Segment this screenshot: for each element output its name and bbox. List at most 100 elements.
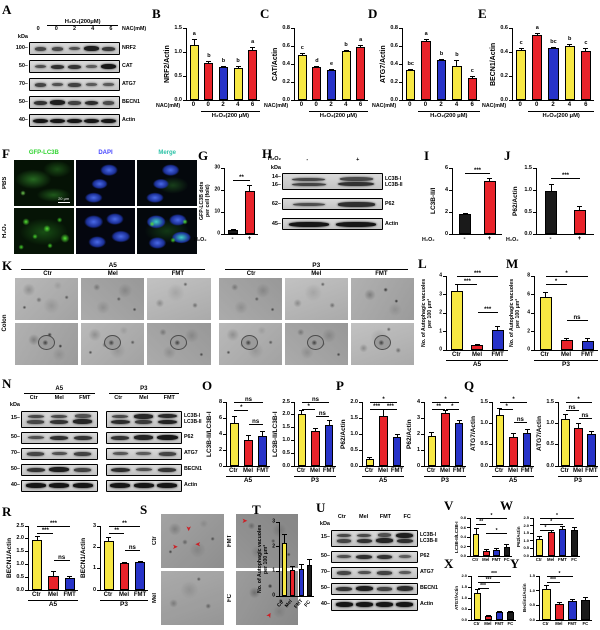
bars — [493, 402, 534, 466]
significance-label: * — [307, 403, 310, 410]
y-axis-tick — [221, 167, 225, 169]
protein-band — [337, 533, 352, 538]
s-item-fmt: FMT ➤ — [227, 514, 298, 568]
column-header-dapi: DAPI — [98, 150, 113, 156]
protein-band — [135, 468, 152, 472]
plot-area: 0.0 0.5 1.0 1.5 2.0 2.5 ns * ns — [282, 397, 336, 468]
bars — [295, 402, 336, 466]
bar-chart-p-p62-a5: P62/Actin 0.0 0.5 1.0 1.5 2.0 * *** *** Ctr Mel FMT… — [340, 394, 404, 500]
bar-chart-r-becn1-a5: BECN1/Actin 0.0 0.5 1.0 1.5 2.0 2.5 *** *** ns Ctr… — [6, 518, 78, 624]
bar — [581, 600, 590, 620]
western-blot-u: Ctr Mel FMT FC kDa 15– LC3B-I LC3B-II 50– P62 70–… — [316, 514, 454, 615]
blot-box — [105, 447, 182, 460]
protein-band — [292, 177, 326, 182]
protein-band — [336, 538, 352, 543]
x-axis-category: Mel — [507, 468, 518, 474]
ch-main: 0.0 0.5 1.0 1.5 2.0 2.5 *** *** ns Ctr Mel FMT A5 — [16, 521, 78, 609]
em-group-P3: P3 Ctr Mel FMT — [218, 262, 414, 365]
error-bar — [560, 526, 566, 530]
y-axis-tick — [25, 589, 29, 591]
y-axis-tick — [533, 211, 537, 213]
panel-label-h: H — [262, 146, 273, 161]
ch-main: 0 2 4 6 8 ns * ns Ctr Mel FMT A5 — [219, 397, 270, 485]
bar-slot — [101, 526, 117, 590]
em-group-name: P3 — [224, 262, 408, 270]
bar — [297, 55, 307, 100]
bar — [516, 49, 527, 100]
bar-slot — [507, 402, 521, 466]
x-axis-category: 4 — [344, 102, 348, 108]
blot-lane — [71, 414, 95, 424]
protein-band — [157, 419, 177, 425]
significance-bracket: *** — [546, 577, 560, 583]
y-axis-label: P62/Actin — [340, 419, 347, 449]
kda-label: 50– — [18, 98, 28, 105]
bar-slot — [553, 576, 566, 620]
bars — [471, 518, 512, 556]
group-label: A5 — [243, 477, 253, 485]
panel-label-w: W — [500, 498, 513, 513]
blot-lane — [109, 414, 133, 424]
y-axis-tick — [421, 465, 425, 467]
blot-lane — [354, 602, 374, 607]
y-axis-tick — [276, 570, 280, 572]
bar-chart-t-vacuoles: No. of Autophagic vacuoles per 100 μm² 0 1… — [257, 514, 314, 624]
kda-title-line: kDa — [316, 521, 454, 529]
x-axis-prefix: H₂O₂ — [194, 237, 207, 243]
treatment-header-label: H₂O₂(200μM) — [47, 19, 119, 26]
blot-lane — [354, 533, 374, 543]
significance-bracket: * — [499, 404, 514, 410]
red-arrow-icon: ➤ — [241, 518, 248, 526]
y-axis-tick — [359, 401, 363, 403]
bar — [555, 603, 564, 620]
red-arrow-icon: ➤ — [184, 525, 192, 532]
y-axis-tick-label: 0.8 — [390, 24, 398, 31]
x-axis-category: 0 — [534, 102, 539, 108]
y-axis-tick-label: 2.5 — [523, 515, 529, 520]
bar-chart-j-p62: P62/Actin 0.0 0.5 1.0 1.5 *** - + H₂O₂ — [506, 160, 594, 256]
blot-row: 50– BECN1 — [8, 96, 154, 110]
x-axis-category: 0 — [423, 102, 428, 108]
em-image-P3-Mel — [284, 323, 348, 365]
bar-slot — [559, 402, 572, 466]
s-grid: Ctr ➤ ➤ ➤ FMT ➤ Mel FC ➤ — [152, 514, 298, 625]
bar-slot: a — [187, 28, 202, 100]
em-column-label: FMT — [171, 271, 185, 277]
bar — [297, 414, 307, 466]
protein-band — [74, 414, 91, 418]
lane-area — [29, 78, 120, 92]
ch-main: 0.0 0.2 0.4 0.6 0.8 * ** * Ctr Mel FMT FC — [460, 513, 512, 563]
blot-box — [29, 114, 120, 128]
blot-lane — [285, 222, 333, 227]
y-axis-label: LC3B-II/LC3B-I — [272, 411, 279, 457]
protein-band — [292, 182, 326, 187]
y-axis-tick-label: 0.4 — [282, 60, 290, 67]
y-axis-label: LC3B-II/I — [430, 187, 437, 215]
error-bar — [567, 43, 573, 46]
y-axis-tick — [291, 99, 295, 101]
blot-lane — [100, 83, 117, 87]
error-bar — [106, 536, 112, 541]
protein-band — [337, 555, 351, 559]
error-bar — [423, 38, 429, 41]
y-axis-tick — [530, 555, 534, 557]
blot-lane — [132, 452, 156, 456]
ch-main: 0 1 2 3 4 *** *** *** Ctr Mel FMT A5 — [439, 271, 508, 369]
error-bar — [290, 566, 296, 571]
panel-f-microscopy: GFP-LC3B DAPI Merge PBS 20 μm H₂O₂ — [2, 150, 198, 258]
y-axis-tick — [421, 433, 425, 435]
kda-label: 45– — [271, 220, 281, 227]
significance-label: *** — [473, 167, 481, 174]
significance-letter: c — [300, 45, 304, 52]
bar-slot: bc — [545, 28, 561, 100]
protein-band — [86, 65, 97, 69]
blot-lane — [32, 82, 49, 87]
band-name: Actin — [420, 601, 434, 608]
lane-label-line: H₂O₂ - + — [263, 156, 419, 164]
y-axis-tick — [25, 551, 29, 553]
blot-box — [331, 550, 418, 563]
blot-lane — [83, 65, 100, 69]
protein-band — [86, 83, 97, 87]
blot-box — [21, 410, 98, 428]
blot-box — [105, 479, 182, 492]
